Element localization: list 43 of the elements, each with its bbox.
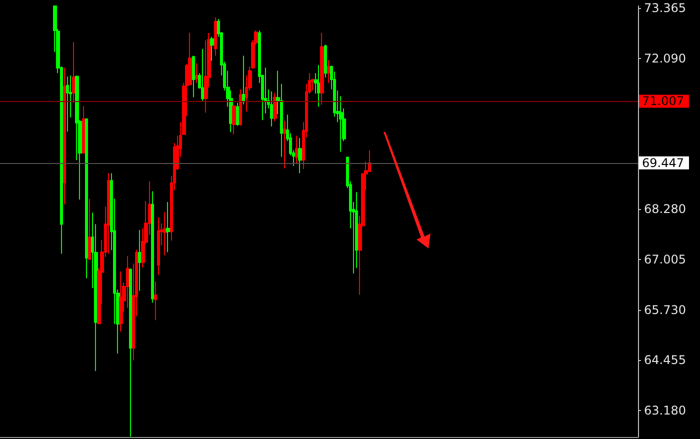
candlestick — [138, 229, 142, 292]
candlestick — [129, 268, 132, 438]
candlestick — [283, 120, 286, 169]
candlestick — [157, 216, 160, 276]
y-tick-label: 65.730 — [644, 302, 686, 317]
y-tick-label: 72.090 — [644, 52, 686, 66]
candlestick — [63, 67, 66, 205]
y-tick-label: 64.455 — [644, 353, 686, 368]
candlestick — [320, 32, 324, 106]
candlestick — [239, 88, 242, 126]
ref-line-label: 69.447 — [642, 156, 684, 170]
y-tick-label: 73.365 — [644, 1, 686, 16]
candlestick — [192, 55, 195, 98]
candlestick — [201, 48, 204, 102]
ref-line-label: 71.007 — [642, 94, 684, 108]
candlestick — [327, 60, 330, 84]
y-tick-label: 67.005 — [644, 252, 686, 266]
candlestick — [214, 16, 217, 56]
candlestick — [298, 137, 302, 174]
y-tick-label: 63.180 — [644, 404, 686, 418]
candlestick — [270, 90, 274, 127]
candlestick — [273, 92, 277, 122]
candlestick — [66, 76, 69, 132]
candlestick — [72, 41, 76, 104]
candlestick — [324, 44, 327, 78]
candlestick — [151, 190, 154, 304]
y-tick-label: 68.280 — [644, 202, 686, 216]
candlestick — [210, 36, 214, 62]
candlestick — [163, 211, 167, 256]
candlestick — [107, 172, 110, 254]
candlestick — [166, 201, 170, 253]
candlestick — [195, 62, 198, 84]
candlestick — [236, 102, 239, 126]
candlestick — [242, 55, 245, 105]
candlestick — [154, 280, 157, 321]
candlestick — [119, 270, 123, 332]
candlestick — [317, 64, 321, 108]
candlestick — [85, 118, 88, 279]
candlestick — [295, 135, 299, 164]
candlestick — [126, 256, 129, 308]
candlestick — [232, 104, 236, 135]
candlestick — [82, 105, 85, 154]
candlestick — [88, 198, 91, 261]
